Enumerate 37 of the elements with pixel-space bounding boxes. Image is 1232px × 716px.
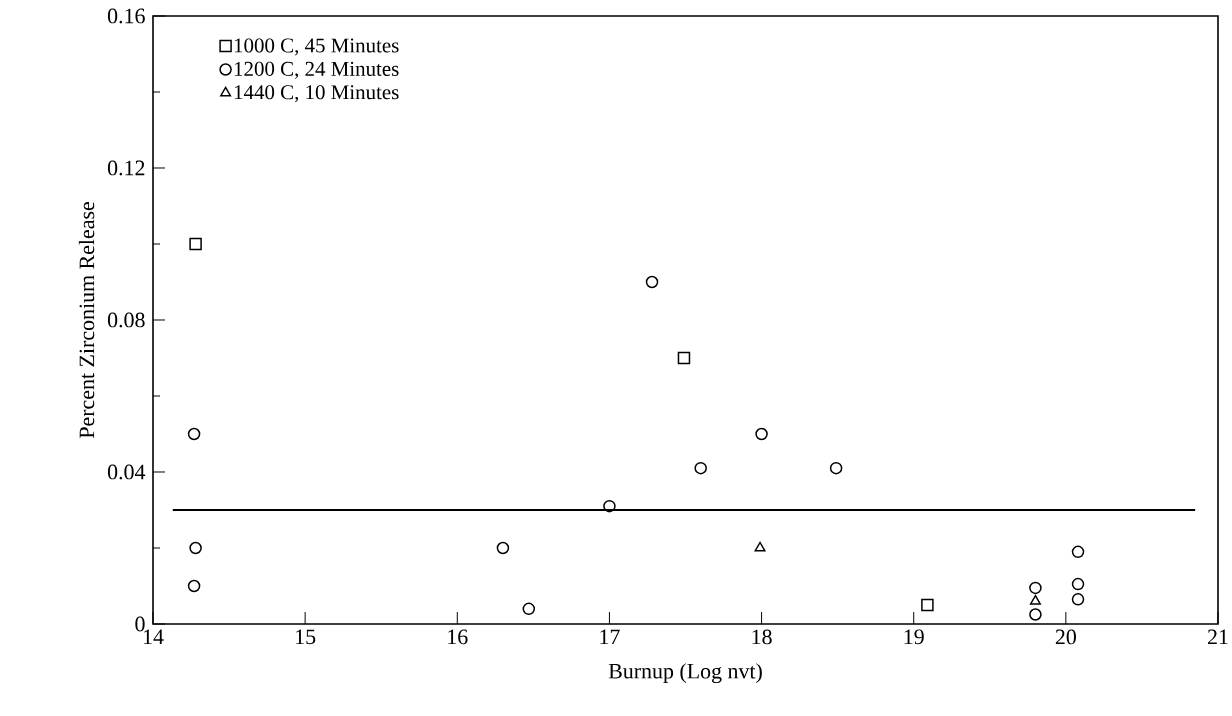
- x-tick-label: 21: [1208, 629, 1228, 645]
- point: [694, 461, 707, 475]
- point: [677, 351, 691, 365]
- point: [522, 602, 536, 616]
- point: [187, 427, 201, 441]
- x-tick-label: 17: [600, 629, 620, 644]
- point: [1071, 593, 1085, 606]
- x-tick-label: 19: [904, 629, 924, 645]
- point: [1071, 545, 1085, 559]
- x-axis-title: Burnup (Log nvt): [608, 663, 762, 684]
- legend-label: 1440 C, 10 Minutes: [234, 85, 399, 103]
- y-tick-label: 0.08: [107, 312, 145, 328]
- legend-label: 1000 C, 45 Minutes: [234, 38, 399, 56]
- y-tick-label: 0.16: [107, 8, 145, 24]
- point: [1029, 594, 1041, 605]
- x-tick-label: 15: [296, 629, 316, 645]
- point: [1029, 608, 1042, 621]
- y-tick-label: 0.04: [107, 464, 146, 480]
- y-tick-label: 0.12: [107, 160, 145, 176]
- point: [189, 237, 202, 251]
- y-tick-label: 0: [135, 616, 145, 632]
- point: [1071, 577, 1085, 591]
- point: [755, 427, 768, 441]
- point: [496, 541, 510, 555]
- point: [1029, 581, 1042, 595]
- x-tick-label: 20: [1055, 629, 1076, 645]
- point: [921, 598, 934, 612]
- point: [829, 461, 843, 475]
- point: [189, 541, 202, 555]
- x-tick-label: 14: [143, 629, 164, 644]
- x-tick-label: 16: [448, 629, 468, 645]
- legend-label: 1200 C, 24 Minutes: [234, 61, 399, 79]
- point: [645, 275, 659, 289]
- y-axis-title: Percent Zirconium Release: [78, 202, 95, 439]
- point: [754, 541, 766, 552]
- x-tick-label: 18: [752, 629, 772, 645]
- point: [187, 579, 201, 593]
